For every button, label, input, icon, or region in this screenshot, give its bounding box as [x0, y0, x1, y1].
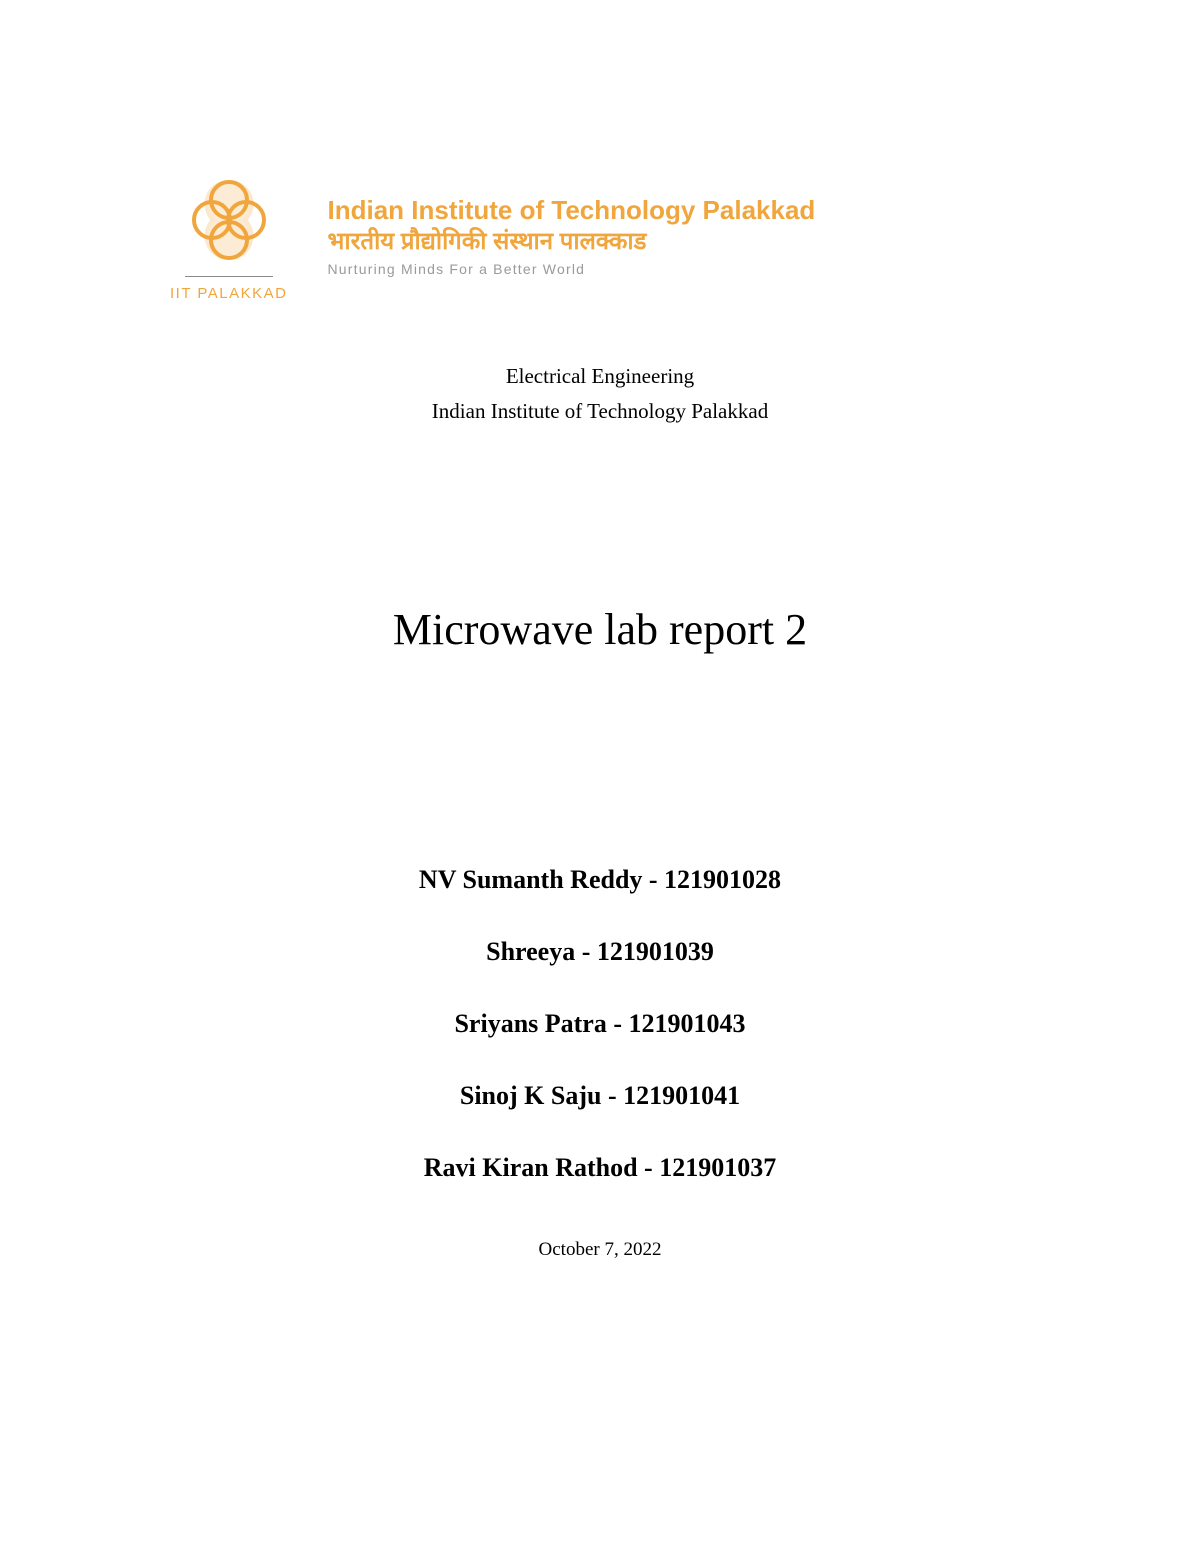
institution-text: Indian Institute of Technology Palakkad …	[328, 195, 816, 276]
document-date: October 7, 2022	[539, 1239, 662, 1261]
author-entry: Ravi Kiran Rathod - 121901037	[424, 1153, 776, 1183]
institution-sub-label: Indian Institute of Technology Palakkad	[432, 399, 768, 424]
institution-header: IIT PALAKKAD Indian Institute of Technol…	[170, 170, 815, 302]
page: IIT PALAKKAD Indian Institute of Technol…	[0, 0, 1200, 1553]
institution-tagline: Nurturing Minds For a Better World	[328, 261, 816, 277]
author-entry: Sriyans Patra - 121901043	[454, 1009, 745, 1039]
logo-caption: IIT PALAKKAD	[170, 285, 288, 302]
logo-divider	[185, 276, 273, 277]
institution-name-hi: भारतीय प्रौद्योगिकी संस्थान पालक्काड	[328, 227, 816, 257]
author-entry: Sinoj K Saju - 121901041	[460, 1081, 740, 1111]
institution-logo-icon	[179, 170, 279, 270]
author-entry: NV Sumanth Reddy - 121901028	[419, 865, 781, 895]
authors-list: NV Sumanth Reddy - 121901028 Shreeya - 1…	[419, 865, 781, 1183]
author-entry: Shreeya - 121901039	[486, 937, 714, 967]
document-title: Microwave lab report 2	[393, 604, 807, 655]
department-label: Electrical Engineering	[506, 364, 694, 389]
institution-name-en: Indian Institute of Technology Palakkad	[328, 195, 816, 226]
logo-block: IIT PALAKKAD	[170, 170, 288, 302]
